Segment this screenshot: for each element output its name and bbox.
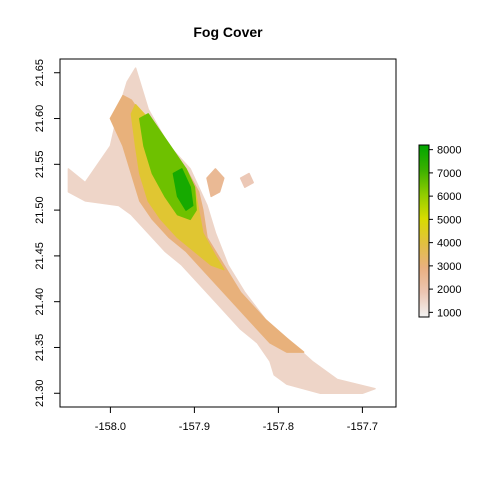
y-tick-label: 21.35 <box>34 334 46 362</box>
y-tick-label: 21.60 <box>34 105 46 133</box>
chart-title: Fog Cover <box>193 24 263 40</box>
legend-tick-label: 4000 <box>437 238 461 250</box>
legend-color-bar <box>418 144 430 318</box>
heatmap-region <box>206 168 225 198</box>
legend-tick-label: 5000 <box>437 214 461 226</box>
heatmap-region <box>239 172 254 188</box>
y-tick-label: 21.55 <box>34 151 46 179</box>
legend-tick-label: 8000 <box>437 145 461 157</box>
x-tick-label: -157.7 <box>347 421 378 433</box>
x-tick-label: -157.8 <box>263 421 294 433</box>
legend-tick-label: 3000 <box>437 261 461 273</box>
y-tick-label: 21.65 <box>34 59 46 87</box>
y-tick-label: 21.30 <box>34 379 46 407</box>
legend-tick-label: 2000 <box>437 284 461 296</box>
x-tick-label: -158.0 <box>95 421 126 433</box>
legend-tick-label: 6000 <box>437 191 461 203</box>
legend-tick-label: 7000 <box>437 168 461 180</box>
y-tick-label: 21.45 <box>34 242 46 270</box>
x-axis: -158.0 -157.9 -157.8 -157.7 <box>95 407 378 433</box>
color-legend: 1000 2000 3000 4000 5000 6000 7000 8000 <box>418 144 461 319</box>
y-axis: 21.30 21.35 21.40 21.45 21.50 21.55 21.60 21.65 <box>34 59 60 407</box>
heatmap-layer <box>67 67 376 395</box>
x-tick-label: -157.9 <box>179 421 210 433</box>
y-tick-label: 21.40 <box>34 288 46 316</box>
heatmap-region <box>172 168 194 211</box>
plot-frame <box>59 58 397 408</box>
legend-ticks: 1000 2000 3000 4000 5000 6000 7000 8000 <box>429 145 461 319</box>
legend-tick-label: 1000 <box>437 307 461 319</box>
y-tick-label: 21.50 <box>34 196 46 224</box>
